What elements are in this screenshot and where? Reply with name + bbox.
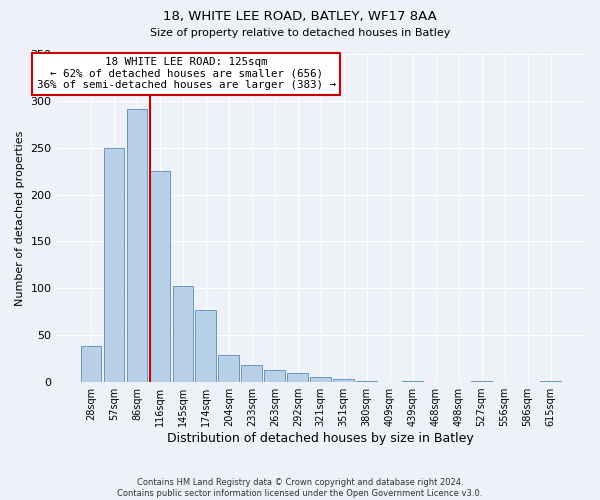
Bar [173,286,193,382]
Text: Size of property relative to detached houses in Batley: Size of property relative to detached ho… [150,28,450,38]
Bar [540,381,561,382]
Bar [310,378,331,382]
Bar [334,380,354,382]
Bar [149,171,170,382]
Bar [403,381,423,382]
Bar [196,310,216,382]
X-axis label: Distribution of detached houses by size in Batley: Distribution of detached houses by size … [167,432,474,445]
Bar [218,355,239,382]
Bar [80,346,101,382]
Y-axis label: Number of detached properties: Number of detached properties [15,130,25,306]
Bar [356,381,377,382]
Text: 18, WHITE LEE ROAD, BATLEY, WF17 8AA: 18, WHITE LEE ROAD, BATLEY, WF17 8AA [163,10,437,23]
Text: 18 WHITE LEE ROAD: 125sqm
← 62% of detached houses are smaller (656)
36% of semi: 18 WHITE LEE ROAD: 125sqm ← 62% of detac… [37,58,335,90]
Text: Contains HM Land Registry data © Crown copyright and database right 2024.
Contai: Contains HM Land Registry data © Crown c… [118,478,482,498]
Bar [241,365,262,382]
Bar [265,370,285,382]
Bar [472,381,492,382]
Bar [127,110,147,382]
Bar [287,372,308,382]
Bar [104,148,124,382]
